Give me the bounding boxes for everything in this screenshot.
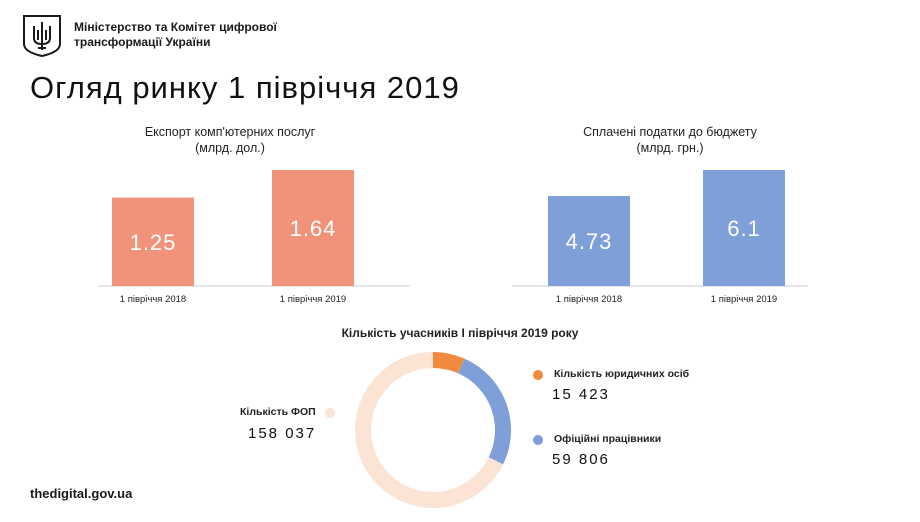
legend-employees-value: 59 806: [552, 451, 610, 468]
tax-chart-title-line2: (млрд. грн.): [636, 141, 704, 155]
page-title: Огляд ринку 1 півріччя 2019: [30, 70, 460, 105]
export-bar-1: [112, 197, 194, 286]
org-line-1: Міністерство та Комітет цифрової: [74, 20, 277, 34]
org-line-2: трансформації України: [74, 35, 211, 49]
participants-chart-title: Кількість учасників І півріччя 2019 року: [341, 326, 579, 340]
legend-legal-marker-icon: [533, 370, 543, 380]
export-category-label-1: 1 півріччя 2018: [120, 294, 186, 305]
legend-fop-marker-icon: [325, 408, 335, 418]
legend-legal-value: 15 423: [552, 386, 610, 403]
legend-fop-label: Кількість ФОП: [240, 406, 316, 418]
donut-slice-legal: [432, 352, 465, 374]
legend-fop-value: 158 037: [248, 425, 317, 442]
tax-bar-value-1: 4.73: [566, 229, 613, 254]
organization-name: Міністерство та Комітет цифрової трансфо…: [74, 20, 314, 50]
export-bar-value-1: 1.25: [130, 230, 177, 255]
donut-slice-employees: [457, 358, 511, 465]
export-bar-2: [272, 170, 354, 286]
export-bar-value-2: 1.64: [290, 216, 337, 241]
tax-chart-title-line1: Сплачені податки до бюджету: [583, 125, 757, 139]
legend-legal-label: Кількість юридичних осіб: [554, 368, 690, 380]
donut-slice-fop: [355, 352, 504, 508]
trident-logo-icon: [23, 15, 61, 58]
tax-bar-1: [548, 196, 630, 286]
legend-employees-label: Офіційні працівники: [554, 433, 662, 445]
tax-bar-2: [703, 170, 785, 286]
export-chart-title-line2: (млрд. дол.): [195, 141, 265, 155]
tax-category-label-2: 1 півріччя 2019: [711, 294, 777, 305]
export-chart-title-line1: Експорт комп'ютерних послуг: [144, 125, 316, 139]
tax-chart-title: Сплачені податки до бюджету (млрд. грн.): [550, 124, 790, 156]
tax-category-label-1: 1 півріччя 2018: [556, 294, 622, 305]
export-category-label-2: 1 півріччя 2019: [280, 294, 346, 305]
tax-bar-value-2: 6.1: [727, 216, 761, 241]
export-chart-title: Експорт комп'ютерних послуг (млрд. дол.): [110, 124, 350, 156]
footer-website: thedigital.gov.ua: [30, 486, 133, 501]
legend-employees-marker-icon: [533, 435, 543, 445]
